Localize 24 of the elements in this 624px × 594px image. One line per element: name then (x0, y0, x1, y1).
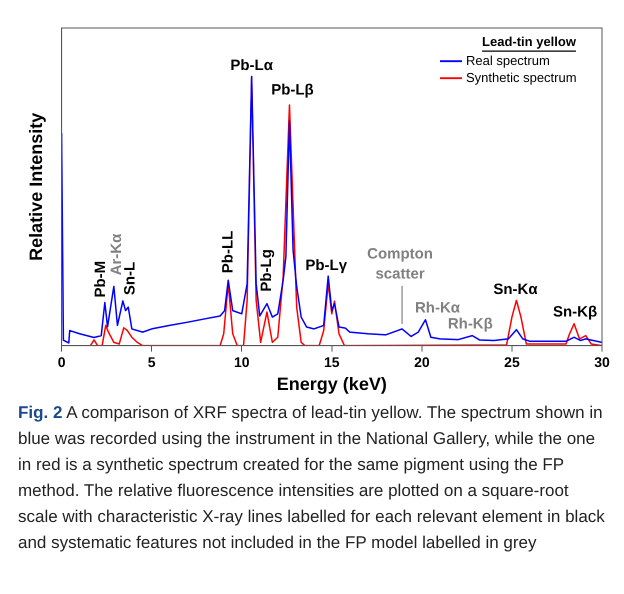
legend-label: Synthetic spectrum (466, 70, 577, 85)
annotation: Rh-Kα (414, 299, 461, 316)
y-axis-title: Relative Intensity (26, 112, 46, 261)
caption: Fig. 2 A comparison of XRF spectra of lead-tin yellow. The spectrum shown in blue was recorded using the instrument in the National Gallery, while the one in red is a synthetic spectrum created for the same pigment using the FP method. The relative fluorescence intensities are plotted on a square-root scale with characteristic X-ray lines labelled for each relevant element in black and systematic features not included in the FP model labelled in grey (18, 403, 605, 552)
annotation: Pb-LL (219, 230, 236, 274)
annotation: Pb-Lβ (271, 82, 314, 99)
x-tick-label: 15 (324, 354, 340, 370)
x-tick-label: 25 (504, 354, 520, 370)
x-axis-title: Energy (keV) (276, 374, 387, 394)
annotation: Pb-Lγ (305, 256, 348, 274)
annotation: Compton scatter (367, 246, 433, 283)
x-tick-label: 5 (148, 354, 156, 370)
annotation: Sn-Kα (493, 281, 538, 298)
x-tick-label: 20 (414, 354, 430, 370)
annotation: Sn-Kβ (553, 303, 598, 320)
x-tick-label: 0 (58, 354, 66, 370)
annotation: Pb-Lg (258, 249, 276, 292)
annotation: Rh-Kβ (448, 315, 493, 332)
x-tick-label: 10 (234, 354, 250, 370)
legend-title: Lead-tin yellow (482, 34, 577, 50)
legend-label: Real spectrum (466, 52, 550, 68)
annotation: Pb-M (92, 260, 109, 298)
annotation: Pb-Lα (230, 57, 274, 74)
x-tick-label: 30 (594, 354, 610, 370)
